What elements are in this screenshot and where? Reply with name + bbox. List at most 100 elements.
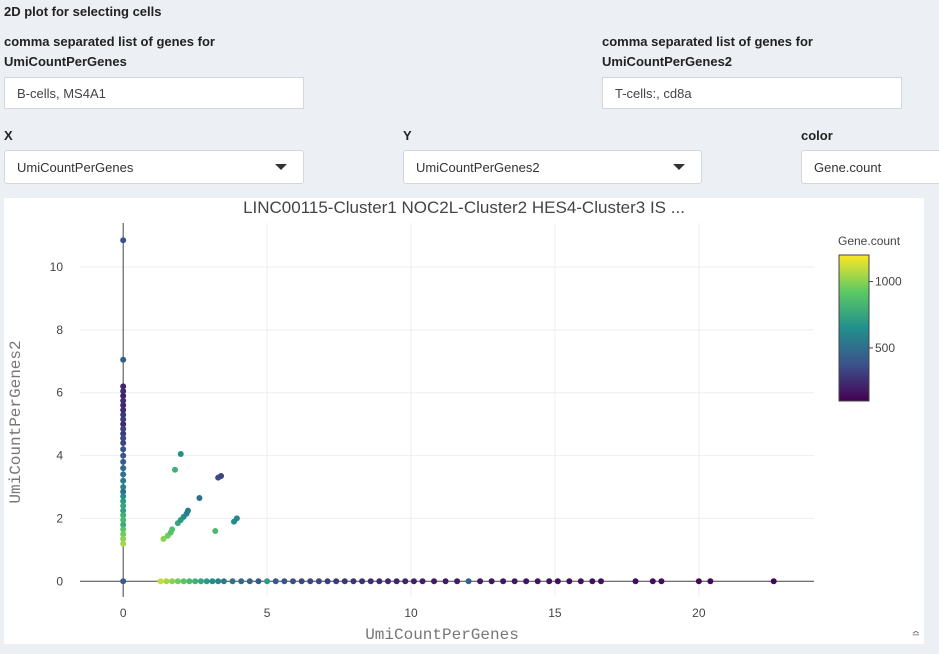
- data-point[interactable]: [169, 526, 176, 533]
- data-point[interactable]: [500, 578, 507, 585]
- data-point[interactable]: [120, 411, 127, 418]
- data-point[interactable]: [120, 435, 127, 442]
- x-select[interactable]: UmiCountPerGenes: [4, 150, 304, 184]
- data-point[interactable]: [419, 578, 426, 585]
- data-point[interactable]: [511, 578, 518, 585]
- data-point[interactable]: [707, 578, 714, 585]
- data-point[interactable]: [120, 484, 127, 490]
- data-point[interactable]: [465, 578, 472, 585]
- data-point[interactable]: [658, 578, 665, 585]
- data-point[interactable]: [120, 517, 127, 523]
- data-point[interactable]: [212, 528, 219, 534]
- data-point[interactable]: [632, 578, 639, 585]
- data-point[interactable]: [120, 540, 127, 547]
- y-select[interactable]: UmiCountPerGenes2: [403, 150, 702, 184]
- data-point[interactable]: [196, 495, 203, 501]
- data-point[interactable]: [171, 466, 178, 473]
- data-point[interactable]: [120, 521, 127, 528]
- data-point[interactable]: [367, 578, 374, 585]
- data-point[interactable]: [315, 578, 322, 585]
- data-point[interactable]: [350, 578, 357, 585]
- data-point[interactable]: [177, 451, 184, 457]
- data-point[interactable]: [246, 578, 253, 585]
- data-point[interactable]: [220, 578, 227, 585]
- data-point[interactable]: [307, 578, 314, 585]
- data-point[interactable]: [120, 421, 127, 428]
- data-point[interactable]: [523, 578, 530, 585]
- data-point[interactable]: [359, 578, 366, 585]
- data-point[interactable]: [120, 502, 127, 509]
- data-point[interactable]: [120, 446, 127, 453]
- data-point[interactable]: [120, 430, 127, 437]
- data-point[interactable]: [272, 578, 279, 585]
- data-point[interactable]: [333, 578, 340, 585]
- data-point[interactable]: [218, 473, 225, 479]
- data-point[interactable]: [324, 578, 331, 585]
- data-point[interactable]: [157, 578, 164, 585]
- data-point[interactable]: [649, 578, 656, 585]
- data-point[interactable]: [281, 578, 288, 585]
- data-point[interactable]: [577, 578, 584, 585]
- data-point[interactable]: [477, 578, 484, 585]
- data-point[interactable]: [184, 507, 191, 514]
- data-point[interactable]: [229, 578, 236, 585]
- data-point[interactable]: [384, 578, 391, 585]
- data-point[interactable]: [298, 578, 305, 585]
- data-point[interactable]: [174, 578, 181, 585]
- data-point[interactable]: [120, 458, 127, 465]
- data-point[interactable]: [120, 356, 127, 363]
- data-point[interactable]: [546, 578, 553, 585]
- data-point[interactable]: [120, 392, 127, 399]
- data-point[interactable]: [120, 493, 127, 500]
- data-point[interactable]: [120, 477, 127, 484]
- data-point[interactable]: [534, 578, 541, 585]
- data-point[interactable]: [120, 488, 127, 495]
- data-point[interactable]: [120, 531, 127, 538]
- data-point[interactable]: [454, 578, 461, 585]
- data-point[interactable]: [215, 578, 222, 585]
- data-point[interactable]: [120, 507, 127, 514]
- data-point[interactable]: [120, 237, 127, 244]
- data-point[interactable]: [120, 526, 127, 533]
- genes1-input[interactable]: [4, 77, 304, 109]
- data-point[interactable]: [120, 578, 127, 585]
- data-point[interactable]: [203, 578, 210, 585]
- data-point[interactable]: [488, 578, 495, 585]
- data-point[interactable]: [120, 425, 127, 432]
- data-point[interactable]: [402, 578, 409, 585]
- data-point[interactable]: [120, 383, 127, 390]
- data-point[interactable]: [589, 578, 596, 585]
- data-point[interactable]: [120, 471, 127, 478]
- data-point[interactable]: [597, 578, 604, 585]
- data-point[interactable]: [192, 578, 199, 585]
- data-point[interactable]: [120, 407, 127, 413]
- data-point[interactable]: [255, 578, 262, 585]
- data-point[interactable]: [233, 515, 240, 522]
- data-point[interactable]: [770, 578, 777, 585]
- data-point[interactable]: [120, 416, 127, 423]
- data-point[interactable]: [376, 578, 383, 585]
- data-point[interactable]: [410, 578, 417, 585]
- data-point[interactable]: [209, 578, 216, 585]
- data-point[interactable]: [238, 578, 245, 585]
- resize-handle-icon[interactable]: ≏: [911, 629, 920, 640]
- data-point[interactable]: [197, 578, 204, 585]
- data-point[interactable]: [431, 578, 438, 585]
- data-point[interactable]: [120, 535, 127, 542]
- data-point[interactable]: [163, 578, 170, 585]
- data-point[interactable]: [120, 452, 127, 459]
- data-point[interactable]: [120, 402, 127, 409]
- data-point[interactable]: [160, 535, 167, 542]
- data-point[interactable]: [341, 578, 348, 585]
- color-select[interactable]: Gene.count: [801, 150, 939, 184]
- data-point[interactable]: [566, 578, 573, 585]
- data-point[interactable]: [393, 578, 400, 585]
- data-point[interactable]: [120, 512, 127, 519]
- data-point[interactable]: [695, 578, 702, 585]
- data-point[interactable]: [186, 578, 193, 585]
- data-point[interactable]: [120, 440, 127, 446]
- data-point[interactable]: [264, 578, 271, 585]
- plot-panel[interactable]: 0 5 10 15 20 0 2 4 6 8 10 LINC00115-Cluster1 NOC2L…: [4, 198, 924, 644]
- data-point[interactable]: [120, 465, 127, 472]
- data-point[interactable]: [442, 578, 449, 585]
